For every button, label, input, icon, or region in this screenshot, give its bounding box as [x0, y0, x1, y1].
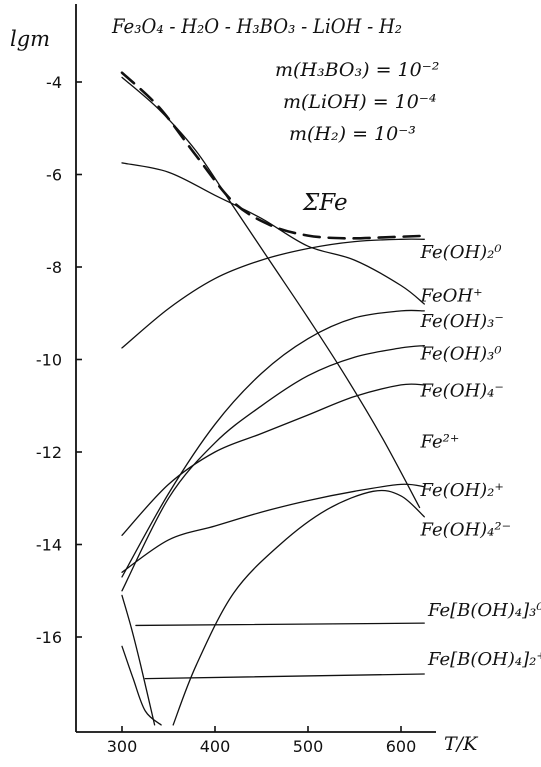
curve-fe-oh [121, 309, 425, 578]
series-label-fe-oh: Fe(OH)₃⁰ [420, 344, 502, 365]
x-axis-label: T/K [444, 733, 479, 755]
series-label-fe-oh: Fe(OH)₂⁰ [420, 242, 502, 263]
x-tick-label: 300 [107, 737, 138, 756]
curve-fe-oh [172, 489, 425, 726]
curves [120, 71, 425, 726]
y-tick-label: -6 [46, 166, 62, 185]
curve-low-temperature-branch [121, 645, 162, 726]
series-label-fe-b-oh: Fe[B(OH)₄]₃⁰ [427, 600, 541, 621]
series-label-fe-oh: Fe(OH)₄⁻ [420, 381, 504, 402]
curve-fe-oh [121, 344, 425, 592]
curve-fe-b-oh [144, 673, 425, 680]
x-ticks: 300 400 500 600 [107, 726, 417, 756]
y-tick-label: -12 [36, 443, 62, 462]
series-label-feoh: FeOH⁺ [420, 286, 483, 307]
series-label-fe: Fe²⁺ [420, 431, 460, 452]
condition-h3bo3: m(H₃BO₃) = 10⁻² [275, 59, 439, 81]
curve-fe-b-oh [135, 622, 425, 627]
y-ticks: -4 -6 -8 -10 -12 -14 -16 [36, 73, 82, 647]
y-tick-label: -10 [36, 351, 62, 370]
curve-fe-oh [121, 383, 425, 536]
chart-title: Fe₃O₄ - H₂O - H₃BO₃ - LiOH - H₂ [111, 14, 402, 38]
series-label-fe-oh: Fe(OH)₂⁺ [420, 480, 504, 501]
y-tick-label: -16 [36, 628, 62, 647]
axes [75, 4, 436, 733]
curve-low-temperature-branch [121, 594, 156, 726]
y-tick-label: -14 [36, 536, 62, 555]
x-tick-label: 400 [200, 737, 231, 756]
x-tick-label: 600 [386, 737, 417, 756]
x-tick-label: 500 [293, 737, 324, 756]
y-axis-label: lgm [10, 27, 50, 51]
series-label-fe-oh: Fe(OH)₃⁻ [420, 311, 504, 332]
condition-lioh: m(LiOH) = 10⁻⁴ [283, 91, 437, 113]
series-label-fe-oh: Fe(OH)₄²⁻ [420, 519, 512, 540]
series-label-fe-b-oh: Fe[B(OH)₄]₂⁺ [427, 649, 541, 670]
series-labels: Fe(OH)₂⁰ FeOH⁺ Fe(OH)₃⁻ Fe(OH)₃⁰ Fe(OH)₄⁻ Fe²… [420, 242, 541, 670]
curve-fe-oh [121, 483, 425, 573]
curve-fe-oh [121, 238, 425, 349]
curve-fe [120, 71, 421, 240]
curve-feoh [121, 162, 425, 305]
total-fe-label: ΣFe [302, 190, 348, 216]
y-tick-label: -8 [46, 258, 62, 277]
y-tick-label: -4 [46, 73, 62, 92]
curve-fe [121, 76, 421, 509]
condition-h2: m(H₂) = 10⁻³ [289, 123, 416, 145]
